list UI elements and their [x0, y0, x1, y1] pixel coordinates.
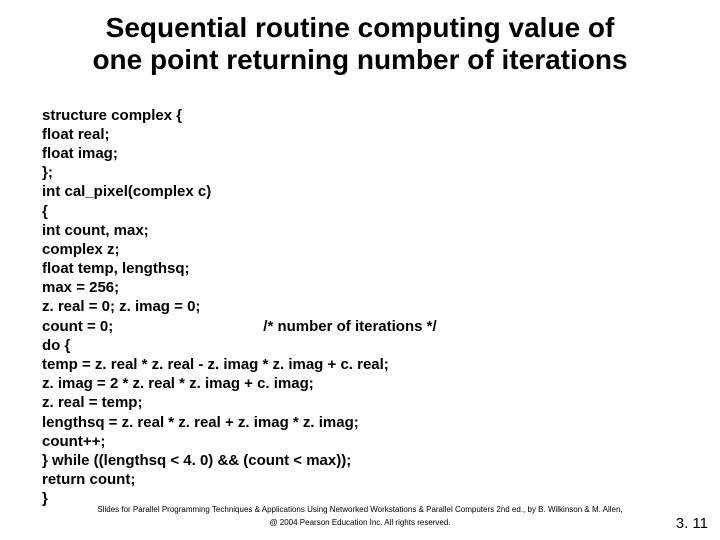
code-line: lengthsq = z. real * z. real + z. imag *… [42, 414, 359, 431]
code-block: structure complex { float real; float im… [14, 86, 706, 508]
code-line: } while ((lengthsq < 4. 0) && (count < m… [42, 452, 351, 469]
code-line: return count; [42, 471, 135, 488]
code-line: count++; [42, 433, 105, 450]
code-line: float imag; [42, 145, 118, 162]
title-line-1: Sequential routine computing value of [106, 12, 615, 43]
code-line: int count, max; [42, 222, 149, 239]
code-line: float real; [42, 126, 110, 143]
code-line: float temp, lengthsq; [42, 260, 190, 277]
code-line: temp = z. real * z. real - z. imag * z. … [42, 356, 389, 373]
code-line: do { [42, 337, 70, 354]
code-line: z. imag = 2 * z. real * z. imag + c. ima… [42, 375, 314, 392]
code-line: }; [42, 164, 53, 181]
slide-footer: Slides for Parallel Programming Techniqu… [0, 504, 720, 530]
title-line-2: one point returning number of iterations [92, 44, 627, 75]
code-line: z. real = 0; z. imag = 0; [42, 298, 200, 315]
code-line: max = 256; [42, 279, 119, 296]
footer-line-1: Slides for Parallel Programming Techniqu… [0, 504, 720, 517]
slide-title: Sequential routine computing value of on… [14, 12, 706, 76]
code-line: { [42, 203, 48, 220]
code-line: int cal_pixel(complex c) [42, 183, 211, 200]
code-line: structure complex { [42, 107, 182, 124]
code-line: count = 0; /* number of iterations */ [42, 318, 437, 335]
slide: Sequential routine computing value of on… [0, 0, 720, 540]
footer-line-2: @ 2004 Pearson Education Inc. All rights… [0, 517, 720, 530]
page-number: 3. 11 [676, 515, 708, 532]
code-line: complex z; [42, 241, 120, 258]
code-line: z. real = temp; [42, 394, 142, 411]
